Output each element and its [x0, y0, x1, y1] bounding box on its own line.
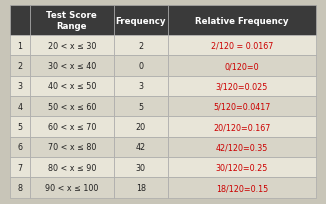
Bar [168, 157, 316, 178]
Text: 30 < x ≤ 40: 30 < x ≤ 40 [48, 62, 96, 71]
Bar [30, 76, 114, 97]
Bar [30, 117, 114, 137]
Bar [10, 97, 30, 117]
Text: 7: 7 [17, 163, 22, 172]
Text: 20 < x ≤ 30: 20 < x ≤ 30 [48, 41, 96, 50]
Bar [168, 36, 316, 56]
Text: 60 < x ≤ 70: 60 < x ≤ 70 [48, 123, 96, 131]
Bar [10, 157, 30, 178]
Text: 0/120=0: 0/120=0 [225, 62, 259, 71]
Bar [168, 97, 316, 117]
Bar [114, 56, 168, 76]
Text: 5: 5 [17, 123, 22, 131]
Bar [114, 97, 168, 117]
Bar [30, 97, 114, 117]
Text: 6: 6 [17, 143, 22, 152]
Text: Test Score
Range: Test Score Range [47, 11, 97, 31]
Text: 1: 1 [17, 41, 22, 50]
Text: 8: 8 [17, 183, 22, 192]
Text: 20: 20 [136, 123, 146, 131]
Bar [10, 56, 30, 76]
Text: 80 < x ≤ 90: 80 < x ≤ 90 [48, 163, 96, 172]
Bar [30, 56, 114, 76]
Bar [10, 178, 30, 198]
Text: 5: 5 [138, 102, 143, 111]
Bar [10, 137, 30, 157]
Bar [168, 117, 316, 137]
Text: 2: 2 [17, 62, 22, 71]
Bar [10, 76, 30, 97]
Bar [114, 76, 168, 97]
Text: 18/120=0.15: 18/120=0.15 [216, 183, 268, 192]
Bar [168, 137, 316, 157]
Bar [114, 157, 168, 178]
Bar [168, 56, 316, 76]
Text: 0: 0 [138, 62, 143, 71]
Bar [168, 76, 316, 97]
Bar [10, 117, 30, 137]
Text: 42: 42 [136, 143, 146, 152]
Text: 50 < x ≤ 60: 50 < x ≤ 60 [48, 102, 96, 111]
Text: Relative Frequency: Relative Frequency [195, 17, 289, 26]
Text: 40 < x ≤ 50: 40 < x ≤ 50 [48, 82, 96, 91]
Text: 2/120 = 0.0167: 2/120 = 0.0167 [211, 41, 273, 50]
Text: 3: 3 [138, 82, 143, 91]
Text: 5/120=0.0417: 5/120=0.0417 [213, 102, 271, 111]
Bar [114, 178, 168, 198]
Bar [114, 36, 168, 56]
Bar [114, 6, 168, 36]
Text: Frequency: Frequency [115, 17, 166, 26]
Text: 30: 30 [136, 163, 146, 172]
Text: 90 < x ≤ 100: 90 < x ≤ 100 [45, 183, 98, 192]
Text: 20/120=0.167: 20/120=0.167 [213, 123, 271, 131]
Text: 3: 3 [17, 82, 22, 91]
Text: 18: 18 [136, 183, 146, 192]
Bar [30, 6, 114, 36]
Bar [114, 117, 168, 137]
Bar [168, 6, 316, 36]
Bar [30, 137, 114, 157]
Bar [10, 36, 30, 56]
Text: 30/120=0.25: 30/120=0.25 [216, 163, 268, 172]
Text: 42/120=0.35: 42/120=0.35 [216, 143, 268, 152]
Bar [114, 137, 168, 157]
Bar [168, 178, 316, 198]
Bar [30, 36, 114, 56]
Text: 3/120=0.025: 3/120=0.025 [216, 82, 268, 91]
Bar [30, 178, 114, 198]
Text: 4: 4 [17, 102, 22, 111]
Text: 2: 2 [138, 41, 143, 50]
Bar [30, 157, 114, 178]
Text: 70 < x ≤ 80: 70 < x ≤ 80 [48, 143, 96, 152]
Bar [10, 6, 30, 36]
